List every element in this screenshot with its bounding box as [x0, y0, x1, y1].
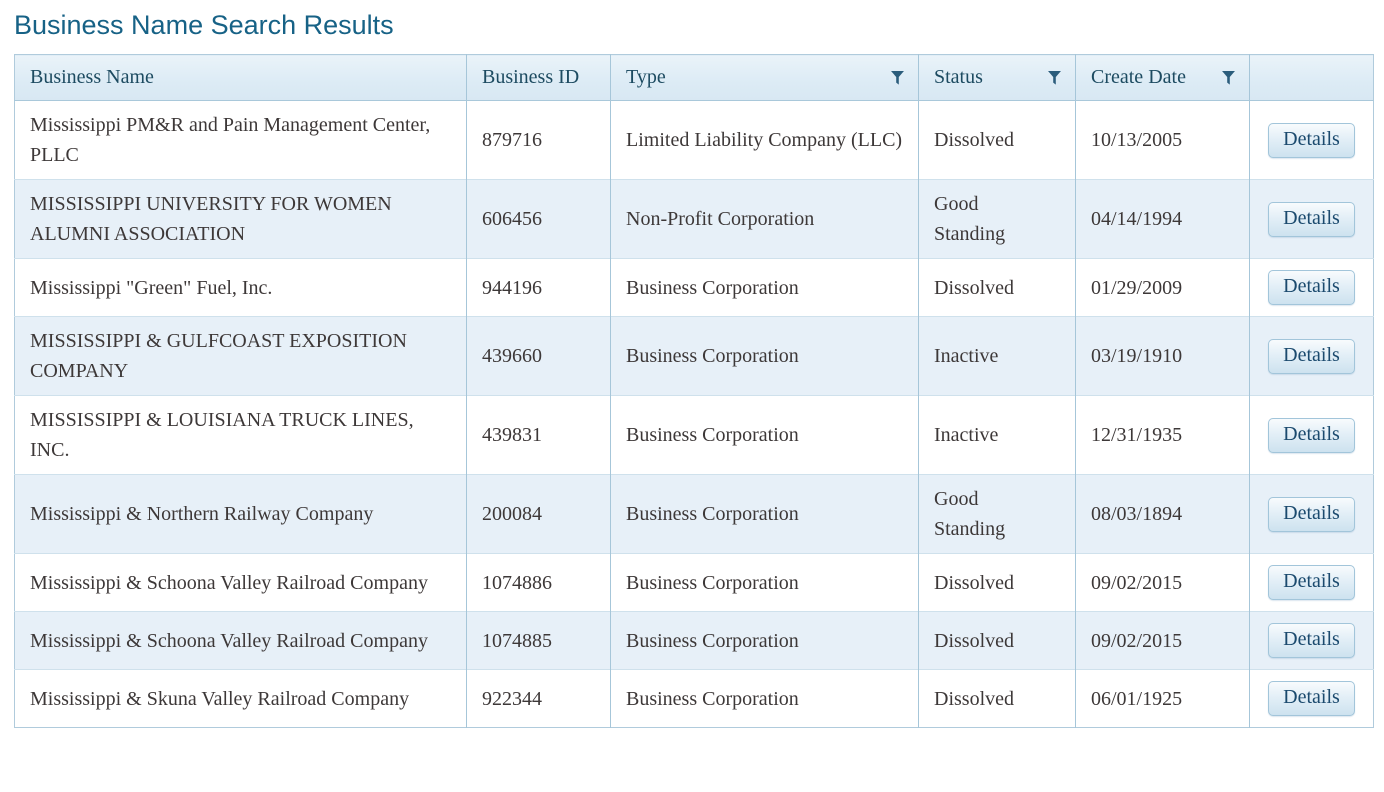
- business-id-cell: 879716: [466, 100, 611, 180]
- status-cell: Dissolved: [918, 669, 1076, 728]
- status-cell: Dissolved: [918, 611, 1076, 670]
- type-cell: Business Corporation: [610, 258, 919, 317]
- table-row: MISSISSIPPI & GULFCOAST EXPOSITION COMPA…: [14, 316, 1374, 396]
- create-date-cell: 10/13/2005: [1075, 100, 1250, 180]
- details-button[interactable]: Details: [1268, 338, 1355, 374]
- column-label: Business ID: [482, 66, 580, 88]
- column-header-status[interactable]: Status: [918, 54, 1076, 101]
- business-name-cell: Mississippi PM&R and Pain Management Cen…: [14, 100, 467, 180]
- create-date-cell: 09/02/2015: [1075, 553, 1250, 612]
- type-cell: Business Corporation: [610, 669, 919, 728]
- table-row: Mississippi & Skuna Valley Railroad Comp…: [14, 669, 1374, 728]
- table-row: Mississippi & Northern Railway Company 2…: [14, 474, 1374, 554]
- column-header-create-date[interactable]: Create Date: [1075, 54, 1250, 101]
- table-row: Mississippi PM&R and Pain Management Cen…: [14, 100, 1374, 180]
- type-cell: Business Corporation: [610, 611, 919, 670]
- status-cell: Good Standing: [918, 179, 1076, 259]
- create-date-cell: 06/01/1925: [1075, 669, 1250, 728]
- business-id-cell: 944196: [466, 258, 611, 317]
- header-row: Business Name Business ID Type Status: [14, 54, 1374, 101]
- business-name-cell: MISSISSIPPI UNIVERSITY FOR WOMEN ALUMNI …: [14, 179, 467, 259]
- business-name-cell: Mississippi & Schoona Valley Railroad Co…: [14, 611, 467, 670]
- create-date-cell: 01/29/2009: [1075, 258, 1250, 317]
- business-id-cell: 606456: [466, 179, 611, 259]
- column-header-business-id[interactable]: Business ID: [466, 54, 611, 101]
- type-cell: Non-Profit Corporation: [610, 179, 919, 259]
- details-button[interactable]: Details: [1268, 417, 1355, 453]
- column-header-type[interactable]: Type: [610, 54, 919, 101]
- details-button[interactable]: Details: [1268, 122, 1355, 158]
- table-row: MISSISSIPPI & LOUISIANA TRUCK LINES, INC…: [14, 395, 1374, 475]
- details-button[interactable]: Details: [1268, 201, 1355, 237]
- type-cell: Limited Liability Company (LLC): [610, 100, 919, 180]
- status-cell: Dissolved: [918, 553, 1076, 612]
- details-button[interactable]: Details: [1268, 270, 1355, 305]
- type-cell: Business Corporation: [610, 474, 919, 554]
- type-cell: Business Corporation: [610, 395, 919, 475]
- business-name-cell: MISSISSIPPI & GULFCOAST EXPOSITION COMPA…: [14, 316, 467, 396]
- details-button[interactable]: Details: [1268, 681, 1355, 716]
- business-name-cell: Mississippi & Skuna Valley Railroad Comp…: [14, 669, 467, 728]
- details-button[interactable]: Details: [1268, 565, 1355, 600]
- business-id-cell: 200084: [466, 474, 611, 554]
- column-header-actions: [1249, 54, 1374, 101]
- status-cell: Inactive: [918, 395, 1076, 475]
- business-name-cell: Mississippi & Northern Railway Company: [14, 474, 467, 554]
- create-date-cell: 03/19/1910: [1075, 316, 1250, 396]
- business-name-cell: Mississippi "Green" Fuel, Inc.: [14, 258, 467, 317]
- filter-icon[interactable]: [1222, 70, 1235, 85]
- business-id-cell: 1074885: [466, 611, 611, 670]
- create-date-cell: 12/31/1935: [1075, 395, 1250, 475]
- type-cell: Business Corporation: [610, 553, 919, 612]
- table-row: Mississippi & Schoona Valley Railroad Co…: [14, 553, 1374, 612]
- business-name-cell: Mississippi & Schoona Valley Railroad Co…: [14, 553, 467, 612]
- type-cell: Business Corporation: [610, 316, 919, 396]
- results-table: Business Name Business ID Type Status: [14, 54, 1374, 728]
- status-cell: Good Standing: [918, 474, 1076, 554]
- status-cell: Dissolved: [918, 100, 1076, 180]
- create-date-cell: 08/03/1894: [1075, 474, 1250, 554]
- table-row: Mississippi & Schoona Valley Railroad Co…: [14, 611, 1374, 670]
- details-button[interactable]: Details: [1268, 496, 1355, 532]
- table-header: Business Name Business ID Type Status: [14, 54, 1374, 101]
- filter-icon[interactable]: [1048, 70, 1061, 85]
- column-header-business-name[interactable]: Business Name: [14, 54, 467, 101]
- business-id-cell: 922344: [466, 669, 611, 728]
- filter-icon[interactable]: [891, 70, 904, 85]
- create-date-cell: 04/14/1994: [1075, 179, 1250, 259]
- details-button[interactable]: Details: [1268, 623, 1355, 658]
- business-id-cell: 1074886: [466, 553, 611, 612]
- page-title: Business Name Search Results: [14, 10, 394, 40]
- column-label: Business Name: [30, 66, 154, 88]
- status-cell: Dissolved: [918, 258, 1076, 317]
- business-name-cell: MISSISSIPPI & LOUISIANA TRUCK LINES, INC…: [14, 395, 467, 475]
- table-row: Mississippi "Green" Fuel, Inc. 944196 Bu…: [14, 258, 1374, 317]
- page: Business Name Search Results Business Na…: [14, 10, 1374, 728]
- table-body: Mississippi PM&R and Pain Management Cen…: [14, 100, 1374, 728]
- status-cell: Inactive: [918, 316, 1076, 396]
- business-id-cell: 439660: [466, 316, 611, 396]
- column-label: Status: [934, 66, 983, 88]
- table-row: MISSISSIPPI UNIVERSITY FOR WOMEN ALUMNI …: [14, 179, 1374, 259]
- column-label: Create Date: [1091, 66, 1186, 88]
- business-id-cell: 439831: [466, 395, 611, 475]
- column-label: Type: [626, 66, 666, 88]
- create-date-cell: 09/02/2015: [1075, 611, 1250, 670]
